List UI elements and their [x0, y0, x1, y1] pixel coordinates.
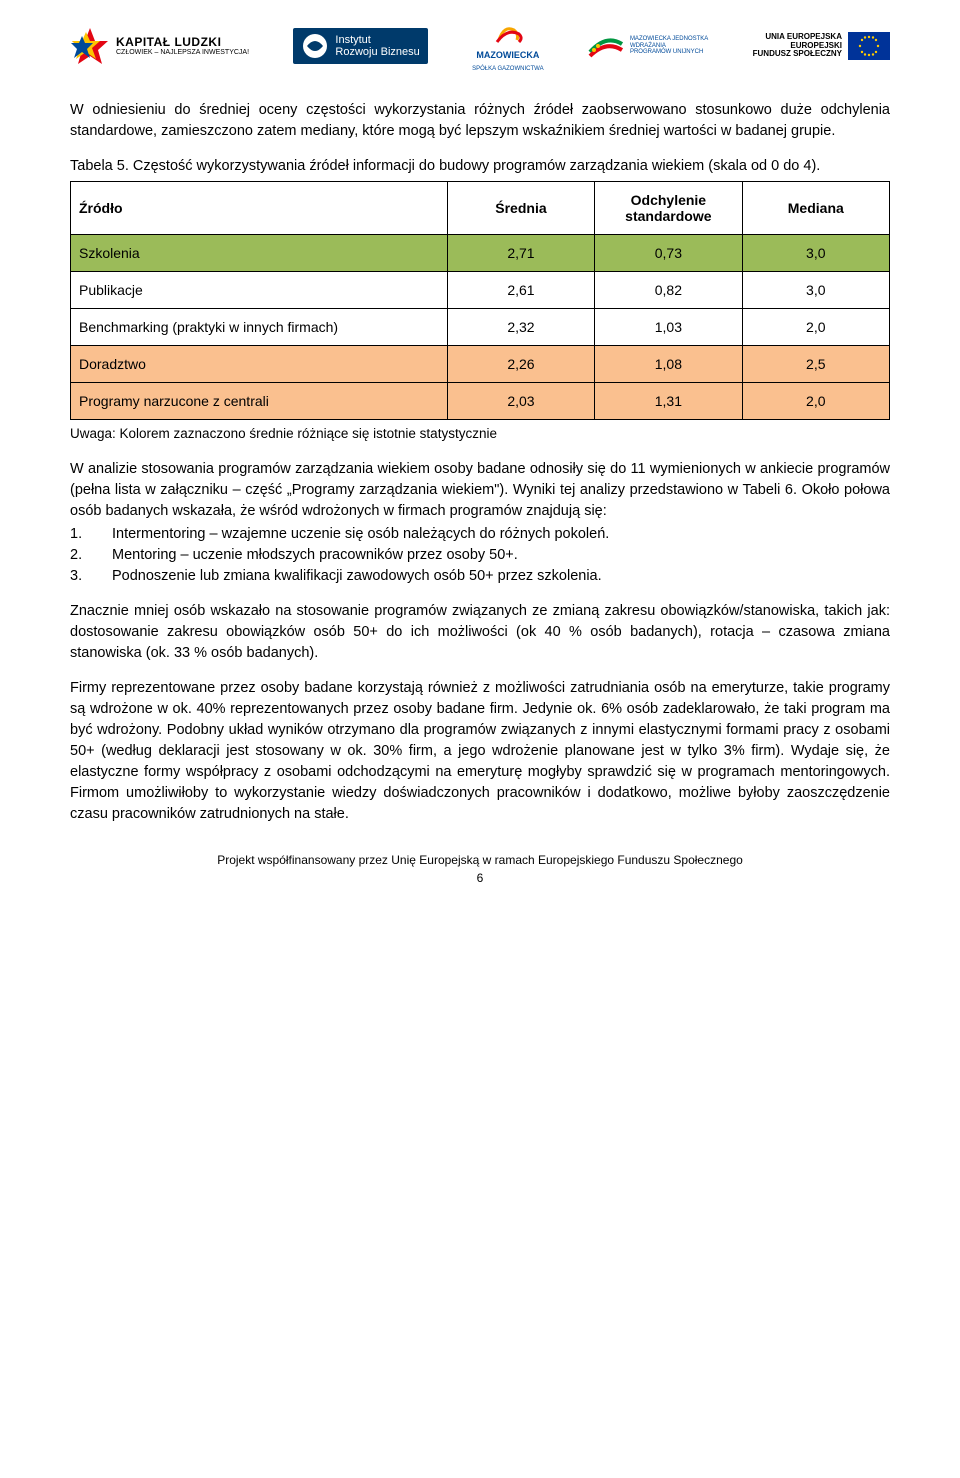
logo-eu: UNIA EUROPEJSKA EUROPEJSKI FUNDUSZ SPOŁE… — [753, 32, 890, 60]
list-item: 2.Mentoring – uczenie młodszych pracowni… — [70, 545, 890, 566]
cell-label: Szkolenia — [71, 235, 448, 272]
cell-label: Benchmarking (praktyki w innych firmach) — [71, 309, 448, 346]
logo-irb: Instytut Rozwoju Biznesu — [293, 28, 427, 64]
logo-kapital-ludzki: KAPITAŁ LUDZKI CZŁOWIEK – NAJLEPSZA INWE… — [70, 26, 249, 66]
swoosh-icon — [588, 32, 624, 60]
logo-mjwpu: MAZOWIECKA JEDNOSTKA WDRAŻANIA PROGRAMÓW… — [588, 32, 708, 60]
th-source: Źródło — [71, 182, 448, 235]
th-mean: Średnia — [447, 182, 594, 235]
numbered-list: 1.Intermentoring – wzajemne uczenie się … — [70, 524, 890, 587]
cell-median: 2,5 — [742, 346, 889, 383]
kl-sub: CZŁOWIEK – NAJLEPSZA INWESTYCJA! — [116, 49, 249, 57]
irb-icon — [301, 32, 329, 60]
cell-sd: 1,31 — [595, 383, 742, 420]
star-icon — [70, 26, 110, 66]
cell-median: 2,0 — [742, 309, 889, 346]
cell-median: 2,0 — [742, 383, 889, 420]
footer: Projekt współfinansowany przez Unię Euro… — [70, 853, 890, 885]
list-item-text: Intermentoring – wzajemne uczenie się os… — [112, 524, 609, 545]
cell-label: Programy narzucone z centrali — [71, 383, 448, 420]
table-caption: Tabela 5. Częstość wykorzystywania źróde… — [70, 156, 890, 177]
list-item-text: Mentoring – uczenie młodszych pracownikó… — [112, 545, 518, 566]
th-median: Mediana — [742, 182, 889, 235]
para-4: Firmy reprezentowane przez osoby badane … — [70, 678, 890, 825]
table-note: Uwaga: Kolorem zaznaczono średnie różnią… — [70, 426, 890, 441]
table-row: Programy narzucone z centrali 2,03 1,31 … — [71, 383, 890, 420]
kl-title: KAPITAŁ LUDZKI — [116, 36, 249, 49]
header-logos: KAPITAŁ LUDZKI CZŁOWIEK – NAJLEPSZA INWE… — [70, 20, 890, 72]
th-sd: Odchylenie standardowe — [595, 182, 742, 235]
table-header-row: Źródło Średnia Odchylenie standardowe Me… — [71, 182, 890, 235]
table-row: Benchmarking (praktyki w innych firmach)… — [71, 309, 890, 346]
para-3: Znacznie mniej osób wskazało na stosowan… — [70, 601, 890, 664]
cell-mean: 2,71 — [447, 235, 594, 272]
mjwpu-line1: MAZOWIECKA JEDNOSTKA — [630, 36, 708, 43]
para-1: W odniesieniu do średniej oceny częstośc… — [70, 100, 890, 142]
cell-sd: 0,82 — [595, 272, 742, 309]
maz-sub: SPÓŁKA GAZOWNICTWA — [472, 66, 543, 72]
eu-line3: FUNDUSZ SPOŁECZNY — [753, 50, 842, 59]
cell-mean: 2,32 — [447, 309, 594, 346]
cell-label: Publikacje — [71, 272, 448, 309]
footer-text: Projekt współfinansowany przez Unię Euro… — [70, 853, 890, 867]
irb-sub: Rozwoju Biznesu — [335, 46, 419, 58]
cell-sd: 1,08 — [595, 346, 742, 383]
table-row: Doradztwo 2,26 1,08 2,5 — [71, 346, 890, 383]
logo-mazowiecka: MAZOWIECKA SPÓŁKA GAZOWNICTWA — [472, 20, 543, 72]
table-row: Szkolenia 2,71 0,73 3,0 — [71, 235, 890, 272]
cell-mean: 2,61 — [447, 272, 594, 309]
table-5: Źródło Średnia Odchylenie standardowe Me… — [70, 181, 890, 420]
mjwpu-line3: PROGRAMÓW UNIJNYCH — [630, 49, 708, 56]
para-2: W analizie stosowania programów zarządza… — [70, 459, 890, 522]
cell-mean: 2,03 — [447, 383, 594, 420]
cell-median: 3,0 — [742, 272, 889, 309]
cell-mean: 2,26 — [447, 346, 594, 383]
eu-flag-icon — [848, 32, 890, 60]
cell-median: 3,0 — [742, 235, 889, 272]
maz-title: MAZOWIECKA — [476, 50, 539, 60]
flame-icon — [489, 20, 527, 44]
page-number: 6 — [70, 871, 890, 885]
cell-sd: 0,73 — [595, 235, 742, 272]
list-item-text: Podnoszenie lub zmiana kwalifikacji zawo… — [112, 566, 602, 587]
cell-label: Doradztwo — [71, 346, 448, 383]
cell-sd: 1,03 — [595, 309, 742, 346]
irb-title: Instytut — [335, 34, 419, 46]
list-item: 3.Podnoszenie lub zmiana kwalifikacji za… — [70, 566, 890, 587]
table-row: Publikacje 2,61 0,82 3,0 — [71, 272, 890, 309]
list-item: 1.Intermentoring – wzajemne uczenie się … — [70, 524, 890, 545]
